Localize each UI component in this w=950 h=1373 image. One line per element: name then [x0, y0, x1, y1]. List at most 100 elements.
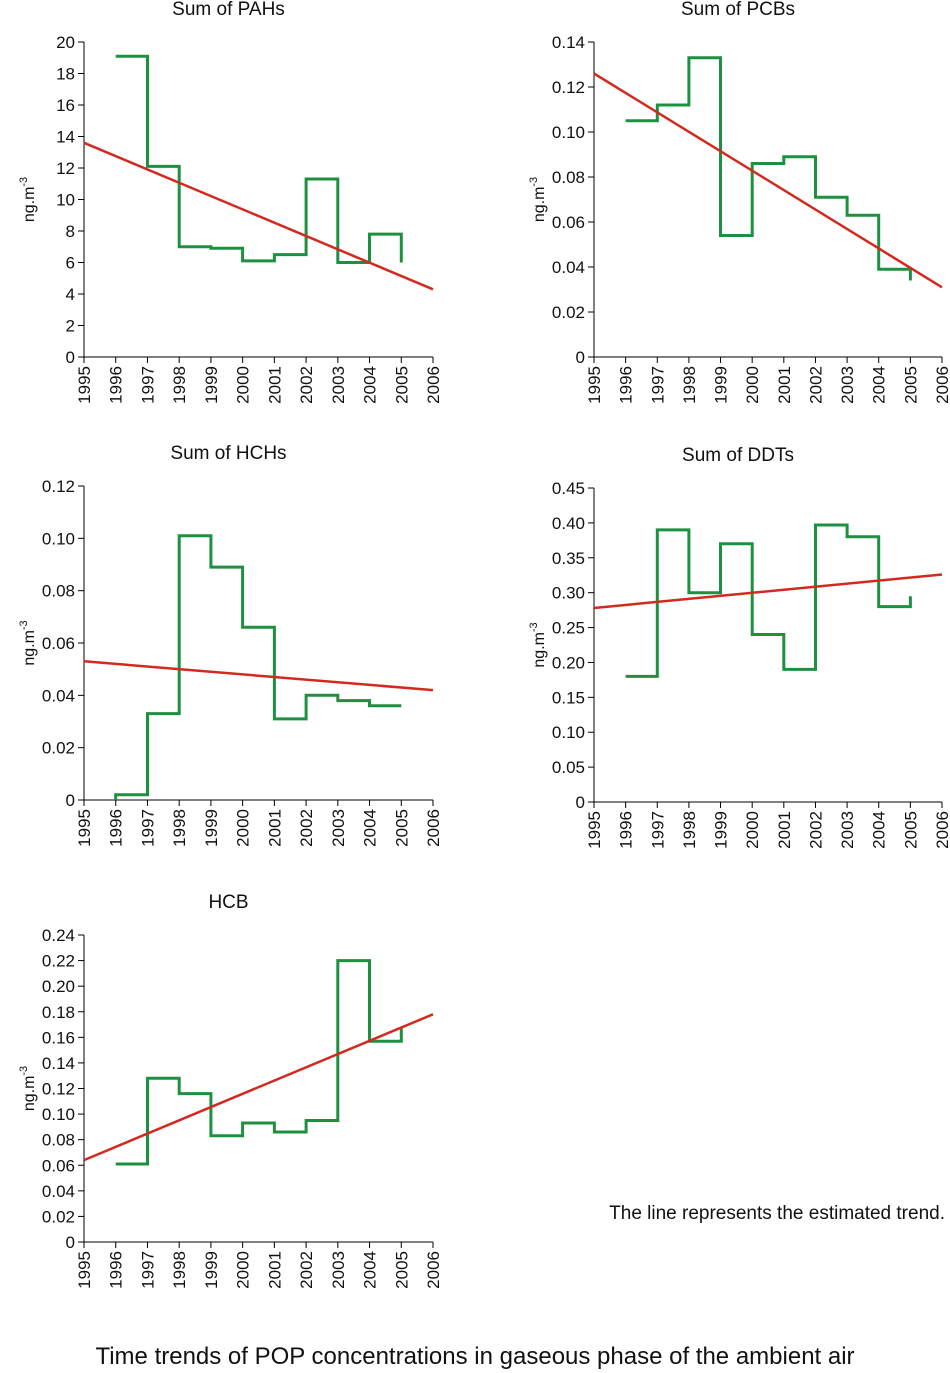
x-tick-label: 1995	[585, 811, 604, 849]
x-tick-label: 2001	[775, 366, 794, 404]
x-tick-label: 1998	[170, 366, 189, 404]
y-tick-label: 0	[576, 793, 585, 812]
y-tick-label: 0.02	[42, 1207, 75, 1226]
chart-panel: Sum of HCHs 0 0.02 0.04 0.06 0.08 0.10 0.12 1995…	[18, 443, 443, 847]
chart-title: Sum of PCBs	[681, 0, 795, 20]
x-tick-label: 2000	[234, 366, 253, 404]
y-tick-label: 0.12	[42, 1080, 75, 1099]
x-tick-label: 2005	[392, 366, 411, 404]
x-tick-label: 2002	[297, 809, 316, 847]
y-tick-label: 0.06	[42, 1156, 75, 1175]
figure-caption: Time trends of POP concentrations in gas…	[95, 1343, 855, 1370]
x-tick-label: 1997	[648, 366, 667, 404]
x-tick-label: 2004	[870, 811, 889, 849]
x-tick-label: 2005	[392, 1251, 411, 1289]
chart-panel: Sum of PCBs 0 0.02 0.04 0.06 0.08 0.10 0.12 0.14…	[528, 0, 950, 404]
x-tick-label: 1995	[75, 1251, 94, 1289]
annual-step-series	[115, 959, 403, 1166]
x-tick-label: 1998	[170, 809, 189, 847]
x-tick-label: 2006	[424, 1251, 443, 1289]
y-tick-label: 0.45	[552, 479, 585, 498]
x-tick-label: 2002	[806, 366, 825, 404]
trend-line	[593, 72, 943, 289]
y-tick-label: 0.10	[552, 723, 585, 742]
annual-step-series	[114, 534, 402, 800]
x-tick-label: 1996	[107, 366, 126, 404]
x-tick-label: 1995	[75, 366, 94, 404]
x-tick-label: 2006	[424, 809, 443, 847]
y-tick-label: 0.14	[42, 1054, 75, 1073]
x-tick-label: 2003	[329, 1251, 348, 1289]
x-tick-label: 1995	[75, 809, 94, 847]
y-tick-label: 0.02	[42, 739, 75, 758]
annual-step-series	[625, 56, 912, 281]
y-tick-label: 10	[56, 191, 75, 210]
y-tick-label: 0.22	[42, 952, 75, 971]
trend-line	[83, 141, 434, 291]
x-tick-label: 1996	[617, 366, 636, 404]
y-tick-label: 0	[66, 791, 75, 810]
x-tick-label: 2003	[329, 366, 348, 404]
x-tick-label: 2006	[933, 366, 950, 404]
y-tick-label: 0.18	[42, 1003, 75, 1022]
y-tick-label: 0.04	[42, 1182, 75, 1201]
x-tick-label: 1996	[617, 811, 636, 849]
x-tick-label: 2001	[775, 811, 794, 849]
y-tick-label: 4	[66, 285, 75, 304]
x-tick-label: 2000	[743, 366, 762, 404]
y-tick-label: 0.10	[552, 123, 585, 142]
y-tick-label: 0.08	[42, 582, 75, 601]
y-tick-label: 12	[56, 159, 75, 178]
x-tick-label: 2004	[361, 809, 380, 847]
y-tick-label: 0.02	[552, 303, 585, 322]
y-tick-label: 0.04	[552, 258, 585, 277]
y-tick-label: 20	[56, 33, 75, 52]
y-tick-label: 0	[66, 348, 75, 367]
y-tick-label: 0.10	[42, 529, 75, 548]
annual-step-series	[625, 523, 912, 678]
x-tick-label: 2005	[901, 811, 920, 849]
trend-line	[593, 573, 943, 610]
annual-step-series	[115, 54, 403, 264]
x-tick-label: 1998	[170, 1251, 189, 1289]
x-tick-label: 2001	[265, 809, 284, 847]
x-tick-label: 2000	[234, 1251, 253, 1289]
x-tick-label: 1997	[138, 1251, 157, 1289]
x-tick-label: 1997	[648, 811, 667, 849]
x-tick-label: 1999	[202, 1251, 221, 1289]
y-tick-label: 6	[66, 254, 75, 273]
x-tick-label: 2003	[838, 366, 857, 404]
y-tick-label: 0	[66, 1233, 75, 1252]
y-tick-label: 0.08	[42, 1131, 75, 1150]
y-axis-label: ng.m-3	[18, 1066, 38, 1111]
x-tick-label: 2000	[743, 811, 762, 849]
x-tick-label: 1996	[107, 809, 126, 847]
y-axis-label: ng.m-3	[18, 620, 38, 665]
x-tick-label: 2004	[870, 366, 889, 404]
chart-title: Sum of DDTs	[682, 445, 794, 466]
x-tick-label: 2006	[424, 366, 443, 404]
y-tick-label: 0.35	[552, 549, 585, 568]
x-tick-label: 2005	[392, 809, 411, 847]
x-tick-label: 2004	[361, 366, 380, 404]
y-tick-label: 0.12	[42, 477, 75, 496]
x-tick-label: 1997	[138, 809, 157, 847]
chart-panel: Sum of DDTs 0 0.05 0.10 0.15 0.20 0.25 0.30 0.35…	[528, 445, 950, 849]
x-tick-label: 1998	[680, 366, 699, 404]
x-tick-label: 1999	[712, 366, 731, 404]
y-tick-label: 0.08	[552, 168, 585, 187]
x-tick-label: 2000	[234, 809, 253, 847]
chart-panel: Sum of PAHs 0 2 4 6 8 10 12 14 16 18 20 1995 1996 1997…	[18, 0, 443, 404]
chart-title: HCB	[208, 892, 248, 913]
trend-note: The line represents the estimated trend.	[609, 1203, 945, 1224]
y-axis-label: ng.m-3	[528, 622, 548, 667]
y-tick-label: 8	[66, 222, 75, 241]
y-tick-label: 0.16	[42, 1028, 75, 1047]
x-tick-label: 2004	[361, 1251, 380, 1289]
y-tick-label: 0.20	[552, 653, 585, 672]
y-tick-label: 0.40	[552, 514, 585, 533]
x-tick-label: 2005	[901, 366, 920, 404]
y-tick-label: 0.20	[42, 977, 75, 996]
chart-title: Sum of PAHs	[172, 0, 285, 20]
